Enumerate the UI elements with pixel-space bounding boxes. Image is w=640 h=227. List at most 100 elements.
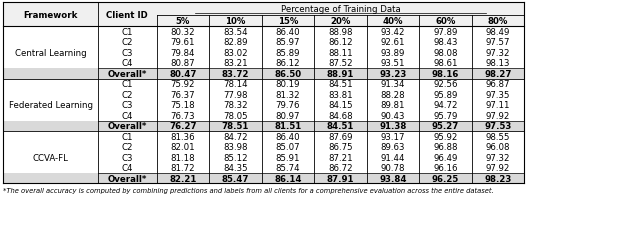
Bar <box>262 131 314 142</box>
Text: C1: C1 <box>122 28 133 37</box>
Text: C2: C2 <box>122 90 133 99</box>
Bar <box>367 131 419 142</box>
Bar <box>3 79 98 90</box>
Bar <box>209 100 262 111</box>
Text: 20%: 20% <box>330 17 351 26</box>
Text: 95.92: 95.92 <box>433 132 458 141</box>
Bar <box>209 131 262 142</box>
Bar <box>157 100 209 111</box>
Text: 91.44: 91.44 <box>381 153 405 162</box>
Bar <box>98 27 157 37</box>
Bar <box>419 100 472 111</box>
Text: 91.38: 91.38 <box>380 122 406 131</box>
Text: *The overall accuracy is computed by combining predictions and labels from all c: *The overall accuracy is computed by com… <box>3 187 494 193</box>
Text: 78.51: 78.51 <box>222 122 249 131</box>
Bar <box>472 27 524 37</box>
Bar <box>3 27 98 37</box>
Text: Overall*: Overall* <box>108 69 147 79</box>
Bar <box>98 173 157 184</box>
Text: 76.37: 76.37 <box>171 90 195 99</box>
Text: Central Learning: Central Learning <box>15 49 86 58</box>
Text: 10%: 10% <box>225 17 246 26</box>
Text: 78.05: 78.05 <box>223 111 248 120</box>
Bar <box>419 163 472 173</box>
Text: CCVA-FL: CCVA-FL <box>33 153 68 162</box>
Text: 81.51: 81.51 <box>275 122 301 131</box>
Text: 92.61: 92.61 <box>381 38 405 47</box>
Bar <box>98 152 157 163</box>
Bar <box>472 173 524 184</box>
Bar <box>98 121 157 131</box>
Text: 75.92: 75.92 <box>171 80 195 89</box>
Bar <box>367 69 419 79</box>
Bar <box>314 100 367 111</box>
Text: C2: C2 <box>122 143 133 152</box>
Text: 88.98: 88.98 <box>328 28 353 37</box>
Text: 98.43: 98.43 <box>433 38 458 47</box>
Text: 84.35: 84.35 <box>223 163 248 173</box>
Bar <box>98 131 157 142</box>
Bar <box>157 90 209 100</box>
Bar <box>262 90 314 100</box>
Text: 87.69: 87.69 <box>328 132 353 141</box>
Text: C3: C3 <box>122 153 133 162</box>
Bar <box>3 3 524 16</box>
Bar <box>98 163 157 173</box>
Text: 85.97: 85.97 <box>276 38 300 47</box>
Text: 84.51: 84.51 <box>328 80 353 89</box>
Bar <box>419 142 472 152</box>
Text: 80.47: 80.47 <box>170 69 196 79</box>
Bar <box>262 121 314 131</box>
Text: 5%: 5% <box>176 17 190 26</box>
Bar <box>3 163 98 173</box>
Bar <box>209 27 262 37</box>
Text: 80.97: 80.97 <box>276 111 300 120</box>
Text: 79.84: 79.84 <box>171 49 195 58</box>
Text: 85.74: 85.74 <box>276 163 300 173</box>
Text: 91.34: 91.34 <box>381 80 405 89</box>
Text: 93.23: 93.23 <box>380 69 406 79</box>
Bar <box>314 163 367 173</box>
Bar <box>472 79 524 90</box>
Text: 82.01: 82.01 <box>171 143 195 152</box>
Bar <box>262 173 314 184</box>
Bar <box>314 142 367 152</box>
Bar <box>157 131 209 142</box>
Bar <box>157 48 209 58</box>
Bar <box>3 58 98 69</box>
Bar <box>157 37 209 48</box>
Bar <box>472 131 524 142</box>
Text: 80.19: 80.19 <box>276 80 300 89</box>
Bar <box>3 3 98 27</box>
Bar <box>419 27 472 37</box>
Text: 90.43: 90.43 <box>381 111 405 120</box>
Text: 81.32: 81.32 <box>276 90 300 99</box>
Text: 97.32: 97.32 <box>486 153 510 162</box>
Bar <box>472 111 524 121</box>
Bar <box>157 173 209 184</box>
Text: 87.52: 87.52 <box>328 59 353 68</box>
Bar <box>209 69 262 79</box>
Bar <box>262 142 314 152</box>
Text: 95.89: 95.89 <box>433 90 458 99</box>
Bar <box>262 37 314 48</box>
Bar <box>419 90 472 100</box>
Bar <box>472 37 524 48</box>
Text: 87.91: 87.91 <box>327 174 354 183</box>
Bar <box>262 27 314 37</box>
Bar <box>314 111 367 121</box>
Text: 96.25: 96.25 <box>432 174 459 183</box>
Bar <box>157 163 209 173</box>
Bar <box>98 37 157 48</box>
Bar <box>98 58 157 69</box>
Text: Percentage of Training Data: Percentage of Training Data <box>280 5 401 14</box>
Bar <box>3 3 524 184</box>
Text: 94.72: 94.72 <box>433 101 458 110</box>
Bar <box>314 173 367 184</box>
Text: 76.73: 76.73 <box>171 111 195 120</box>
Bar <box>314 90 367 100</box>
Bar <box>419 69 472 79</box>
Text: 87.21: 87.21 <box>328 153 353 162</box>
Bar <box>314 152 367 163</box>
Text: 98.55: 98.55 <box>486 132 510 141</box>
